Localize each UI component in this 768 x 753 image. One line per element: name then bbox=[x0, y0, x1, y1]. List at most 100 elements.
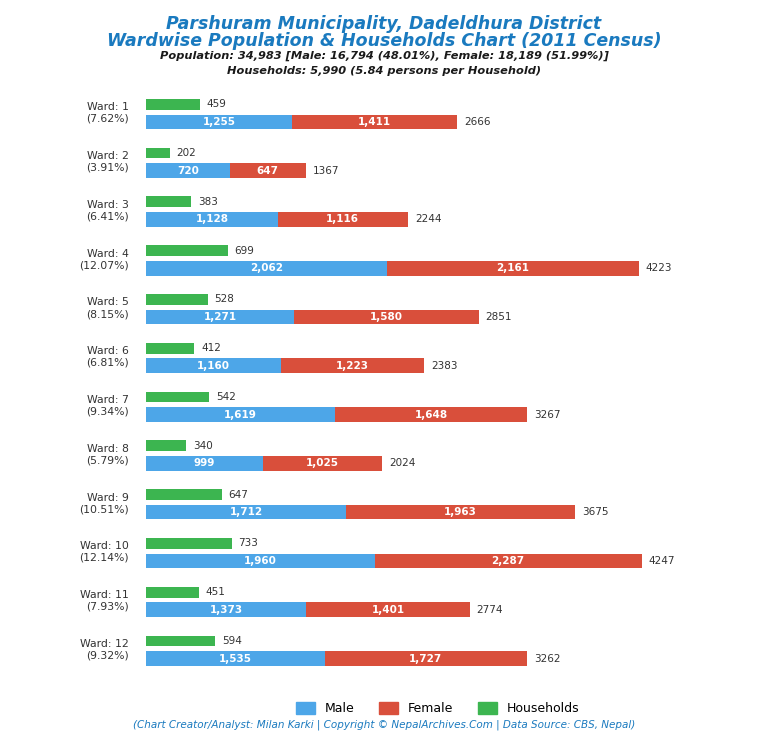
Text: Ward: 9
(10.51%): Ward: 9 (10.51%) bbox=[79, 492, 128, 514]
Text: 2383: 2383 bbox=[431, 361, 458, 370]
Text: 3675: 3675 bbox=[582, 508, 608, 517]
Text: 2,287: 2,287 bbox=[492, 556, 525, 566]
Text: 1,025: 1,025 bbox=[306, 459, 339, 468]
Bar bbox=[375, 553, 641, 569]
Text: Ward: 4
(12.07%): Ward: 4 (12.07%) bbox=[79, 248, 128, 270]
Bar bbox=[146, 197, 190, 207]
Text: 1,535: 1,535 bbox=[219, 654, 252, 663]
Bar bbox=[146, 309, 294, 325]
Bar bbox=[335, 407, 528, 422]
Text: 1,128: 1,128 bbox=[195, 215, 228, 224]
Text: Ward: 6
(6.81%): Ward: 6 (6.81%) bbox=[86, 346, 128, 367]
Bar bbox=[146, 114, 293, 130]
Text: 699: 699 bbox=[235, 245, 254, 255]
Text: 1,160: 1,160 bbox=[197, 361, 230, 370]
Text: 1,401: 1,401 bbox=[372, 605, 405, 614]
Text: 1,223: 1,223 bbox=[336, 361, 369, 370]
Text: Ward: 1
(7.62%): Ward: 1 (7.62%) bbox=[86, 102, 128, 123]
Bar bbox=[146, 505, 346, 520]
Text: 2,062: 2,062 bbox=[250, 264, 283, 273]
Text: Wardwise Population & Households Chart (2011 Census): Wardwise Population & Households Chart (… bbox=[107, 32, 661, 50]
Bar bbox=[146, 602, 306, 617]
Bar bbox=[146, 392, 210, 402]
Text: 459: 459 bbox=[207, 99, 227, 109]
Text: 1,963: 1,963 bbox=[444, 508, 477, 517]
Text: 2851: 2851 bbox=[485, 312, 512, 322]
Bar bbox=[293, 114, 457, 130]
Bar bbox=[386, 261, 639, 276]
Bar bbox=[146, 343, 194, 354]
Bar bbox=[281, 358, 424, 373]
Text: 1,580: 1,580 bbox=[370, 312, 403, 322]
Bar bbox=[146, 636, 215, 646]
Text: 1,619: 1,619 bbox=[224, 410, 257, 419]
Bar bbox=[278, 212, 408, 227]
Bar bbox=[146, 489, 221, 500]
Bar bbox=[146, 294, 207, 305]
Text: 594: 594 bbox=[223, 636, 242, 646]
Text: Ward: 8
(5.79%): Ward: 8 (5.79%) bbox=[86, 444, 128, 465]
Text: 202: 202 bbox=[177, 148, 197, 158]
Bar bbox=[230, 163, 306, 178]
Text: Ward: 3
(6.41%): Ward: 3 (6.41%) bbox=[86, 200, 128, 221]
Text: Ward: 7
(9.34%): Ward: 7 (9.34%) bbox=[86, 395, 128, 416]
Bar bbox=[146, 261, 386, 276]
Text: Ward: 11
(7.93%): Ward: 11 (7.93%) bbox=[80, 590, 128, 611]
Text: 733: 733 bbox=[239, 538, 259, 548]
Text: 2,161: 2,161 bbox=[496, 264, 529, 273]
Text: 2244: 2244 bbox=[415, 215, 442, 224]
Text: 542: 542 bbox=[217, 392, 237, 402]
Text: 1,271: 1,271 bbox=[204, 312, 237, 322]
Text: Households: 5,990 (5.84 persons per Household): Households: 5,990 (5.84 persons per Hous… bbox=[227, 66, 541, 75]
Text: Ward: 10
(12.14%): Ward: 10 (12.14%) bbox=[79, 541, 128, 563]
Text: 2666: 2666 bbox=[464, 117, 491, 127]
Bar bbox=[146, 245, 227, 256]
Bar bbox=[146, 553, 375, 569]
Text: 647: 647 bbox=[229, 489, 248, 499]
Text: 4247: 4247 bbox=[649, 556, 675, 566]
Text: 451: 451 bbox=[206, 587, 226, 597]
Text: 1,255: 1,255 bbox=[203, 117, 236, 127]
Text: 3267: 3267 bbox=[535, 410, 561, 419]
Text: 1,960: 1,960 bbox=[244, 556, 276, 566]
Bar bbox=[146, 163, 230, 178]
Text: 340: 340 bbox=[193, 441, 213, 451]
Text: Ward: 2
(3.91%): Ward: 2 (3.91%) bbox=[86, 151, 128, 172]
Text: 720: 720 bbox=[177, 166, 199, 175]
Text: 2024: 2024 bbox=[389, 459, 415, 468]
Text: 1,116: 1,116 bbox=[326, 215, 359, 224]
Text: Population: 34,983 [Male: 16,794 (48.01%), Female: 18,189 (51.99%)]: Population: 34,983 [Male: 16,794 (48.01%… bbox=[160, 51, 608, 62]
Text: 999: 999 bbox=[194, 459, 215, 468]
Text: 647: 647 bbox=[257, 166, 279, 175]
Bar bbox=[263, 456, 382, 471]
Text: Ward: 12
(9.32%): Ward: 12 (9.32%) bbox=[80, 639, 128, 660]
Text: 3262: 3262 bbox=[534, 654, 560, 663]
Legend: Male, Female, Households: Male, Female, Households bbox=[291, 697, 584, 720]
Text: 1,373: 1,373 bbox=[210, 605, 243, 614]
Bar bbox=[146, 441, 186, 451]
Bar bbox=[306, 602, 470, 617]
Bar bbox=[146, 538, 232, 549]
Text: 412: 412 bbox=[201, 343, 221, 353]
Text: 1367: 1367 bbox=[313, 166, 339, 175]
Bar bbox=[146, 456, 263, 471]
Text: 1,712: 1,712 bbox=[230, 508, 263, 517]
Text: 2774: 2774 bbox=[477, 605, 503, 614]
Text: 4223: 4223 bbox=[646, 264, 672, 273]
Text: 1,727: 1,727 bbox=[409, 654, 442, 663]
Text: 1,648: 1,648 bbox=[415, 410, 448, 419]
Bar bbox=[146, 651, 325, 666]
Bar bbox=[146, 407, 335, 422]
Text: 383: 383 bbox=[197, 197, 217, 207]
Bar bbox=[146, 99, 200, 110]
Text: 1,411: 1,411 bbox=[358, 117, 392, 127]
Text: Parshuram Municipality, Dadeldhura District: Parshuram Municipality, Dadeldhura Distr… bbox=[167, 15, 601, 33]
Bar bbox=[325, 651, 527, 666]
Bar bbox=[146, 148, 170, 158]
Bar bbox=[294, 309, 478, 325]
Text: 528: 528 bbox=[215, 294, 234, 304]
Text: (Chart Creator/Analyst: Milan Karki | Copyright © NepalArchives.Com | Data Sourc: (Chart Creator/Analyst: Milan Karki | Co… bbox=[133, 719, 635, 730]
Bar bbox=[146, 358, 281, 373]
Bar bbox=[146, 587, 199, 598]
Bar bbox=[346, 505, 575, 520]
